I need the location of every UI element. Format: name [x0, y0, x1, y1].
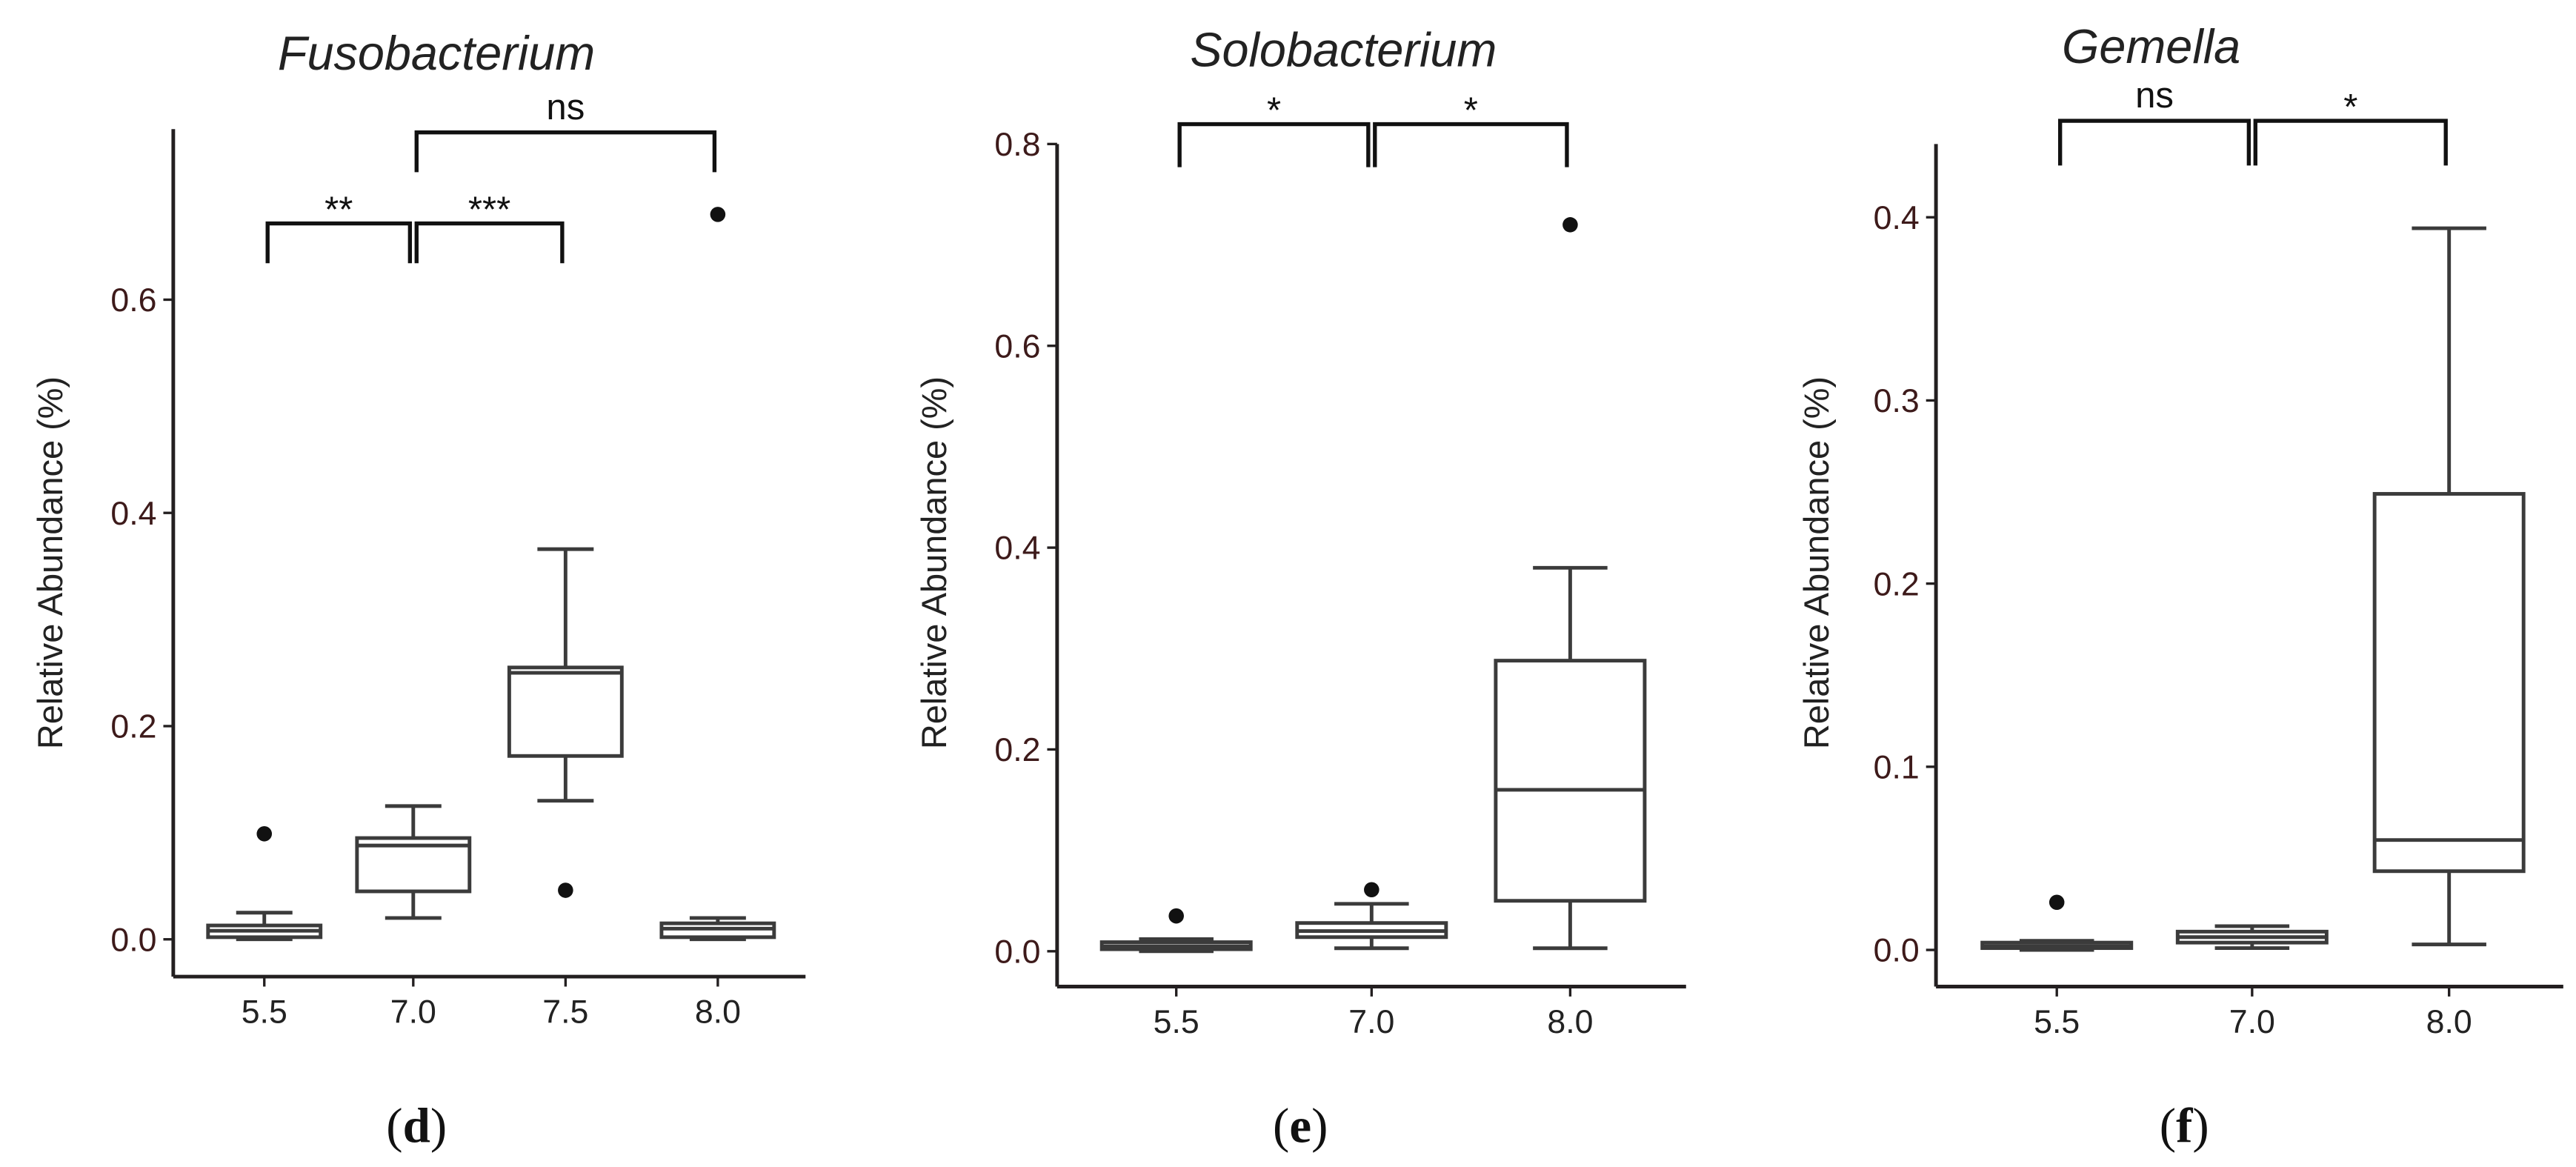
- significance-label: ns: [546, 87, 585, 127]
- significance-label: ns: [2135, 76, 2174, 116]
- significance-bracket: ns: [414, 87, 717, 173]
- significance-label: **: [325, 190, 353, 230]
- boxplot-5.5: [206, 826, 323, 942]
- panel-f-title: Gemella: [2062, 19, 2240, 73]
- x-tick-label: 5.5: [242, 994, 287, 1031]
- y-tick-label: 0.2: [110, 709, 156, 745]
- panel-e: Solobacterium Relative Abundance (%) (e)…: [915, 22, 1686, 1153]
- panel-d-label: (d): [386, 1098, 447, 1153]
- x-tick-label: 5.5: [1154, 1004, 1199, 1040]
- boxplot-8.0: [659, 207, 776, 942]
- y-tick-label: 0.0: [110, 922, 156, 958]
- outlier-point: [558, 882, 573, 898]
- x-tick-label: 8.0: [1547, 1004, 1593, 1040]
- boxplot-5.5: [1980, 894, 2134, 952]
- panel-e-plot: 0.0 0.2 0.4 0.6 0.8 5.5 7.0 8.0 * *: [994, 90, 1686, 1040]
- x-tick-label: 7.0: [2229, 1004, 2275, 1040]
- bracket-line: [414, 130, 717, 173]
- panel-f-ylabel: Relative Abundance (%): [1797, 376, 1836, 749]
- x-tick-label: 7.0: [1348, 1004, 1394, 1040]
- boxplot-5.5: [1099, 908, 1253, 954]
- y-tick-label: 0.2: [1874, 566, 1920, 602]
- panel-d-plot: 0.00.20.40.65.5 7.0 7.5 8.0** ***ns: [110, 87, 806, 1031]
- box-iqr: [1494, 659, 1647, 903]
- x-tick-label: 7.5: [542, 994, 588, 1031]
- significance-bracket: *: [1373, 90, 1569, 167]
- boxplot-7.0: [355, 804, 472, 920]
- panel-d-letter: d: [403, 1098, 430, 1153]
- y-tick-label: 0.6: [994, 328, 1040, 365]
- boxplot-8.0: [1494, 217, 1647, 951]
- panel-e-letter: e: [1289, 1098, 1311, 1153]
- y-tick-label: 0.2: [994, 732, 1040, 768]
- significance-bracket: ***: [414, 190, 565, 264]
- panel-f-plot: 0.0 0.1 0.2 0.3 0.4 5.5 7.0 8.0 ns *: [1874, 76, 2563, 1040]
- panel-e-title: Solobacterium: [1190, 22, 1497, 76]
- x-tick-label: 5.5: [2034, 1004, 2080, 1040]
- box-iqr: [507, 665, 624, 758]
- panel-d-ylabel: Relative Abundance (%): [31, 376, 70, 749]
- y-tick-label: 0.1: [1874, 749, 1920, 785]
- bracket-line: [414, 221, 565, 264]
- outlier-point: [256, 826, 273, 842]
- boxplot-7.0: [2175, 924, 2329, 951]
- box-iqr: [2372, 492, 2526, 874]
- bracket-line: [1373, 122, 1569, 167]
- outlier-point: [2049, 894, 2065, 911]
- significance-bracket: **: [265, 190, 413, 264]
- y-tick-label: 0.6: [110, 282, 156, 319]
- panel-e-ylabel: Relative Abundance (%): [915, 376, 953, 749]
- significance-label: *: [2343, 87, 2357, 127]
- significance-label: *: [1464, 90, 1478, 130]
- panel-f-letter: f: [2176, 1098, 2193, 1153]
- y-tick-label: 0.0: [994, 934, 1040, 970]
- panel-d-title: Fusobacterium: [278, 26, 595, 80]
- outlier-point: [1364, 882, 1379, 898]
- bracket-line: [2057, 119, 2251, 166]
- boxplot-7.0: [1295, 882, 1448, 951]
- significance-bracket: *: [1177, 90, 1371, 167]
- y-tick-label: 0.4: [994, 531, 1040, 567]
- bracket-line: [265, 221, 413, 264]
- significance-bracket: *: [2253, 87, 2448, 166]
- outlier-point: [710, 207, 726, 222]
- panel-d: Fusobacterium Relative Abundance (%) (d)…: [31, 26, 806, 1153]
- x-tick-label: 8.0: [2426, 1004, 2472, 1040]
- outlier-point: [1562, 217, 1578, 233]
- y-tick-label: 0.8: [994, 127, 1040, 163]
- panel-f-label: (f): [2160, 1098, 2209, 1153]
- bracket-line: [2253, 119, 2448, 166]
- x-tick-label: 7.0: [390, 994, 436, 1031]
- y-tick-label: 0.0: [1874, 933, 1920, 969]
- panel-f: Gemella Relative Abundance (%) (f) 0.00.…: [1797, 19, 2563, 1153]
- bracket-line: [1177, 122, 1371, 167]
- x-tick-label: 8.0: [695, 994, 741, 1031]
- panel-e-label: (e): [1273, 1098, 1328, 1153]
- outlier-point: [1168, 908, 1184, 924]
- y-tick-label: 0.4: [1874, 200, 1920, 236]
- significance-label: ***: [468, 190, 510, 230]
- significance-bracket: ns: [2057, 76, 2251, 166]
- significance-label: *: [1267, 90, 1281, 130]
- boxplot-8.0: [2372, 226, 2526, 947]
- y-tick-label: 0.3: [1874, 383, 1920, 419]
- boxplot-7.5: [507, 547, 624, 898]
- y-tick-label: 0.4: [110, 496, 156, 532]
